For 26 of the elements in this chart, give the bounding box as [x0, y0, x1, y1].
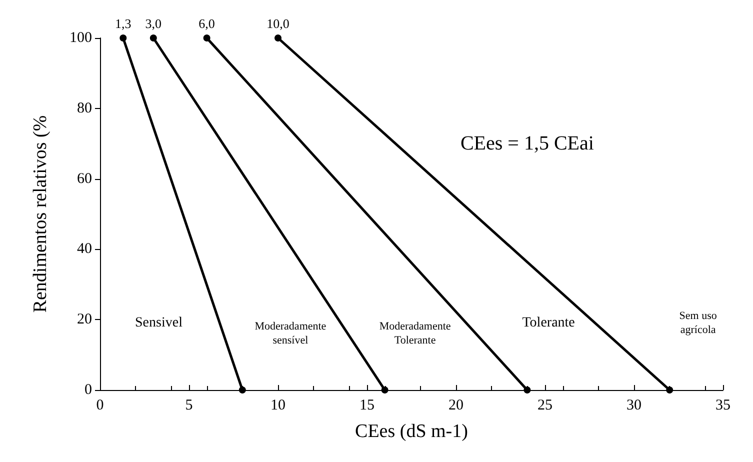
x-tick-label: 5 — [185, 398, 193, 414]
y-tick-label: 100 — [70, 30, 92, 46]
annotation: Sem uso agrícola — [679, 310, 718, 336]
annotation: CEes = 1,5 CEai — [460, 132, 594, 155]
x-tick-label: 35 — [716, 398, 730, 414]
y-tick-label: 40 — [77, 241, 92, 258]
annotation: 6,0 — [198, 16, 215, 31]
y-tick-label: 80 — [77, 100, 92, 116]
annotation: Sensivel — [135, 316, 183, 331]
y-tick-label: 20 — [77, 312, 92, 328]
x-tick-label: 15 — [360, 398, 374, 414]
y-tick-label: 60 — [77, 170, 92, 187]
annotation: Tolerante — [522, 316, 575, 331]
y-axis-title: Rendimentos relativos (% — [30, 115, 51, 313]
x-tick-label: 30 — [626, 398, 642, 414]
x-tick-label: 20 — [448, 398, 464, 414]
x-tick-label: 10 — [270, 398, 286, 414]
annotation: 3,0 — [145, 16, 162, 31]
x-axis-title: CEes (dS m-1) — [355, 421, 468, 442]
x-tick-label: 25 — [538, 398, 552, 414]
annotation: Moderadamente sensível — [254, 320, 326, 347]
annotation: Moderadamente Tolerante — [379, 320, 451, 347]
annotation: 10,0 — [266, 16, 290, 31]
y-tick-label: 0 — [84, 382, 92, 398]
annotation: 1,3 — [115, 16, 132, 31]
x-tick-label: 0 — [96, 398, 104, 414]
